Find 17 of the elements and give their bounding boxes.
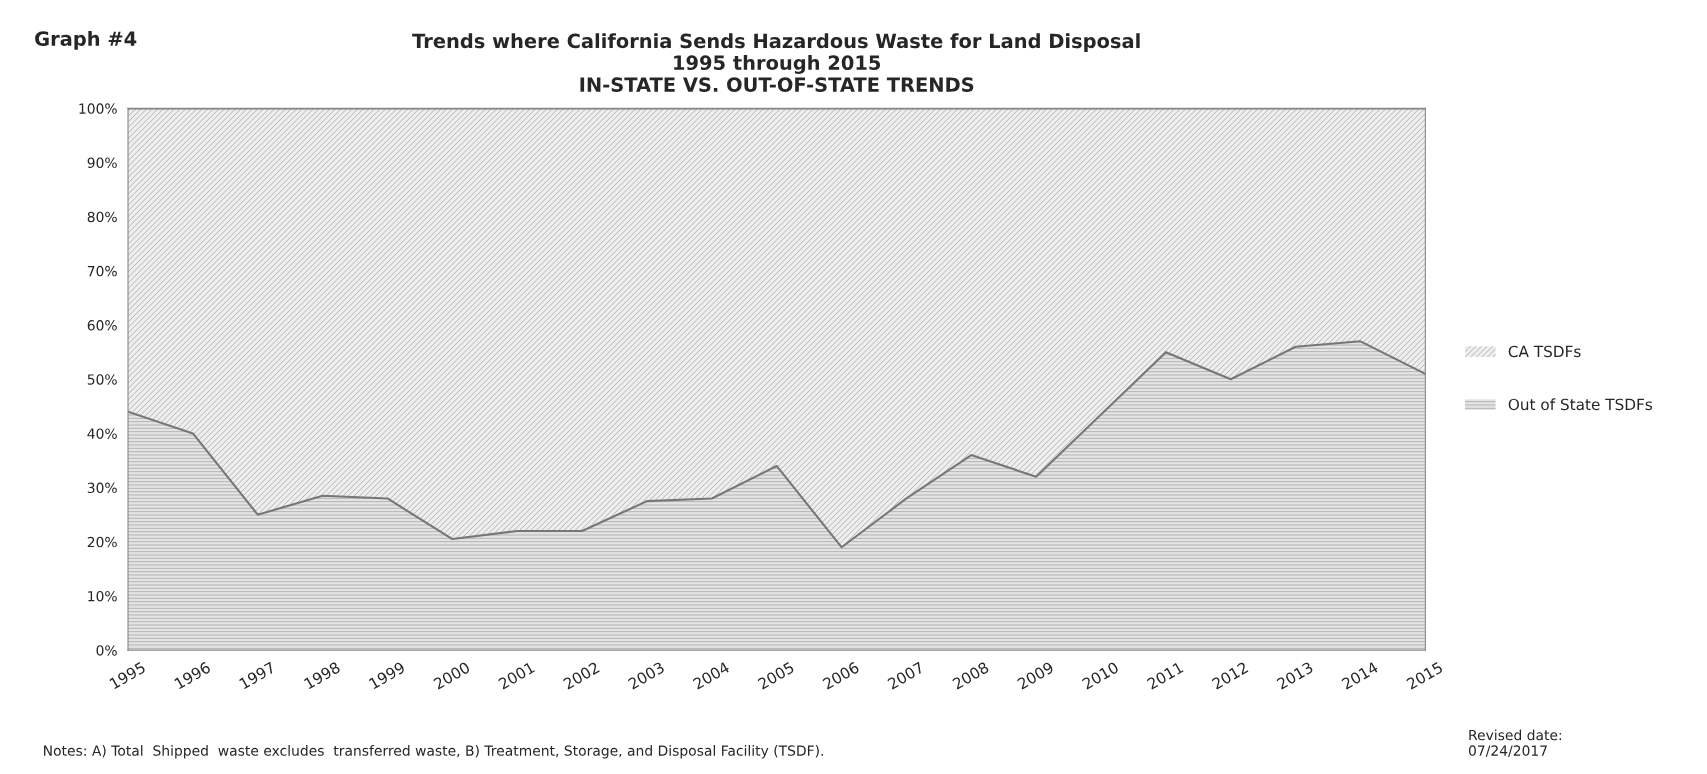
y-tick-label: 90% [87, 157, 117, 169]
text: Revised date: 07/24/2017 [1468, 729, 1562, 757]
text: Notes: A) Total Shipped waste excludes transferred waste, B) Treatment, Storage, and Disposal Facility (TSDF). [44, 745, 823, 759]
y-tick-label: 50% [87, 374, 117, 385]
y-tick-label: 60% [87, 320, 117, 331]
y-tick-label: 40% [87, 428, 117, 439]
text: Graph #4 [35, 30, 137, 50]
y-tick-label: 20% [87, 536, 117, 548]
y-tick-label: 100% [79, 103, 117, 114]
chart-title: Trends where California Sends Hazardous Waste for Land Disposal 1995 through 2015 IN-STATE VS. OUT-OF-STATE TRENDS [412, 33, 1140, 92]
y-tick-label: 30% [87, 482, 117, 494]
y-tick-label: 70% [87, 265, 117, 277]
y-tick-label: 0% [96, 645, 117, 656]
legend-label: Out of State TSDFs [1508, 398, 1653, 411]
legend-label: CA TSDFs [1508, 345, 1581, 358]
y-tick-label: 80% [87, 211, 117, 223]
y-tick-label: 10% [88, 590, 117, 602]
